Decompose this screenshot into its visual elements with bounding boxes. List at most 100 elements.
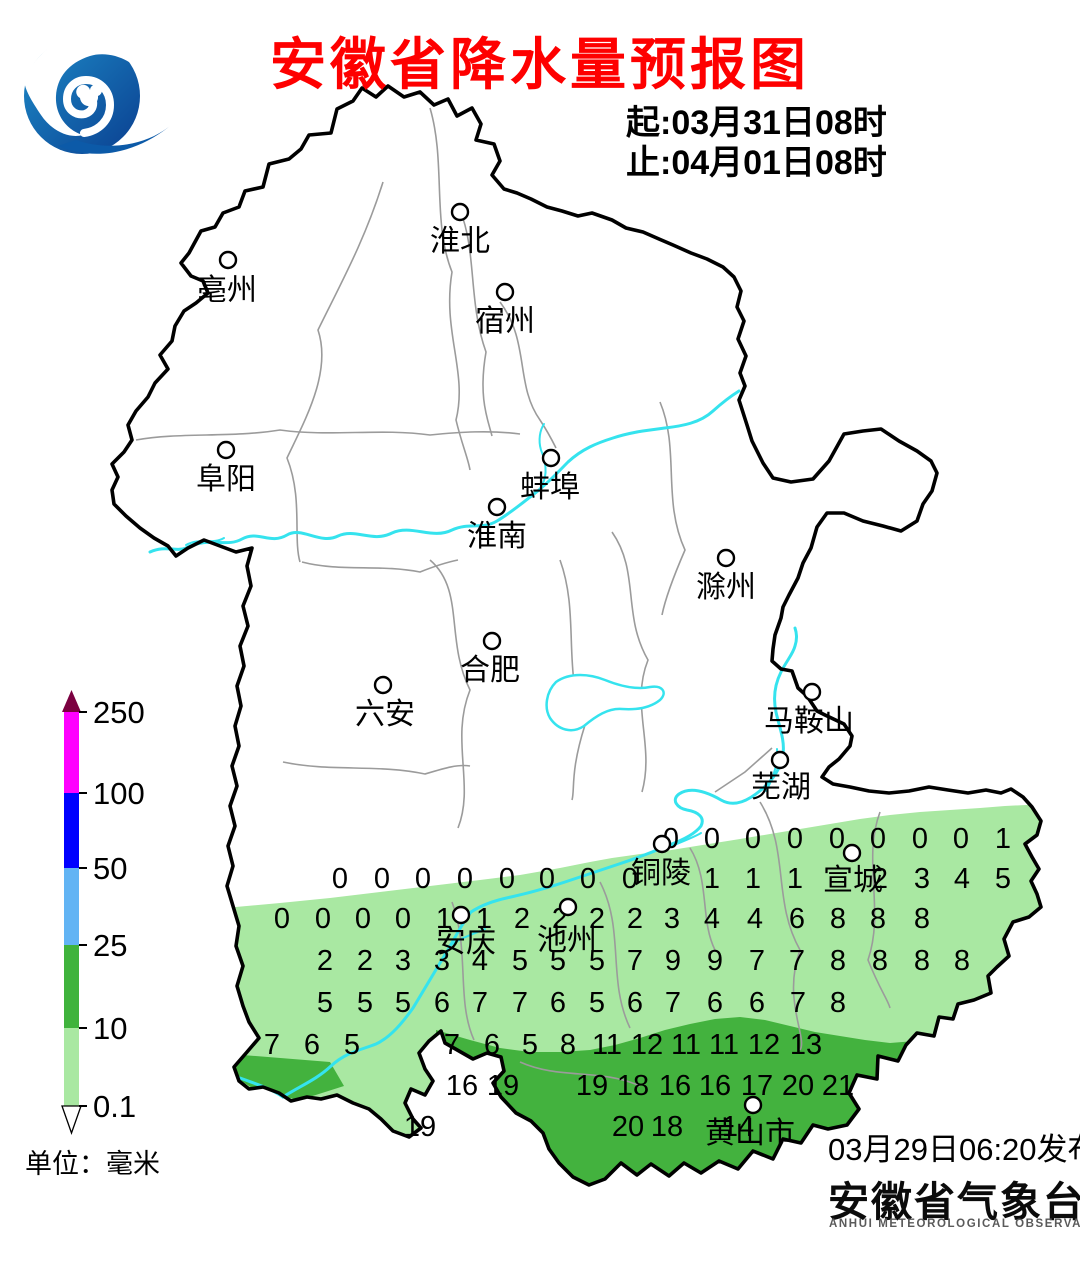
precip-value: 3 xyxy=(664,903,680,935)
precip-value: 0 xyxy=(787,823,803,855)
precip-value: 9 xyxy=(707,945,723,977)
precip-value: 6 xyxy=(749,987,765,1019)
precip-value: 0 xyxy=(953,823,969,855)
precip-value: 0 xyxy=(274,903,290,935)
city-label: 滁州 xyxy=(696,571,756,604)
precip-value: 0 xyxy=(539,863,555,895)
precip-value: 16 xyxy=(699,1070,731,1102)
precip-value: 7 xyxy=(627,945,643,977)
legend-scale: 250 100 50 25 10 0.1 xyxy=(61,690,145,1135)
precip-value: 8 xyxy=(914,903,930,935)
city-marker xyxy=(450,202,470,222)
dark-green-band xyxy=(430,1017,940,1185)
city-marker xyxy=(716,548,736,568)
precip-value: 13 xyxy=(790,1029,822,1061)
precip-value: 8 xyxy=(870,903,886,935)
precip-value: 2 xyxy=(357,945,373,977)
precip-value: 8 xyxy=(954,945,970,977)
precip-value: 11 xyxy=(592,1029,622,1061)
legend-top-arrow xyxy=(62,690,81,712)
city-label: 阜阳 xyxy=(196,463,256,496)
precip-value: 8 xyxy=(830,987,846,1019)
legend-segment xyxy=(64,793,79,868)
precip-value: 8 xyxy=(830,945,846,977)
precip-value: 18 xyxy=(617,1070,649,1102)
precip-value: 1 xyxy=(436,903,452,935)
precip-value: 8 xyxy=(914,945,930,977)
precip-value: 5 xyxy=(317,987,333,1019)
precip-value: 0 xyxy=(580,863,596,895)
precip-value: 5 xyxy=(512,945,528,977)
precip-value: 5 xyxy=(995,863,1011,895)
city-label: 芜湖 xyxy=(751,771,811,804)
legend-value: 250 xyxy=(93,695,145,730)
legend-value: 50 xyxy=(93,851,127,886)
city-marker xyxy=(652,834,672,854)
precip-value: 18 xyxy=(651,1111,683,1143)
logo-wave xyxy=(58,126,170,154)
precip-value: 0 xyxy=(745,823,761,855)
huai-river xyxy=(148,389,741,554)
city-label: 亳州 xyxy=(197,274,257,307)
precip-value: 8 xyxy=(872,945,888,977)
legend-segment xyxy=(64,945,79,1028)
city-marker xyxy=(373,675,393,695)
precip-value: 6 xyxy=(627,987,643,1019)
precip-value: 5 xyxy=(395,987,411,1019)
precip-value: 2 xyxy=(514,903,530,935)
precip-value: 2 xyxy=(627,903,643,935)
precip-value: 3 xyxy=(395,945,411,977)
precip-value: 20 xyxy=(782,1070,814,1102)
city-label: 池州 xyxy=(537,924,597,957)
precip-value: 2 xyxy=(872,863,888,895)
precip-value: 19 xyxy=(487,1070,519,1102)
precip-value: 7 xyxy=(749,945,765,977)
legend-segment xyxy=(64,1028,79,1106)
precip-value: 0 xyxy=(457,863,473,895)
page-title: 安徽省降水量预报图 xyxy=(270,33,810,96)
precip-value: 6 xyxy=(484,1029,500,1061)
precip-value: 6 xyxy=(304,1029,320,1061)
precip-value: 12 xyxy=(748,1029,780,1061)
precip-value: 16 xyxy=(659,1070,691,1102)
observatory-name: 安徽省气象台 xyxy=(828,1179,1080,1225)
legend-value: 0.1 xyxy=(93,1089,136,1124)
precip-value: 7 xyxy=(444,1029,460,1061)
precip-value: 6 xyxy=(789,903,805,935)
city-label: 淮南 xyxy=(467,520,527,553)
precip-value: 1 xyxy=(476,903,492,935)
precip-value: 16 xyxy=(446,1070,478,1102)
forecast-period: 起:03月31日08时 止:04月01日08时 xyxy=(626,103,887,183)
precip-value: 19 xyxy=(576,1070,608,1102)
precip-value: 0 xyxy=(870,823,886,855)
precip-value: 5 xyxy=(550,945,566,977)
city-label: 合肥 xyxy=(460,654,520,687)
meteorological-logo xyxy=(24,33,170,154)
period-start: 起:03月31日08时 xyxy=(626,104,887,142)
precip-value: 3 xyxy=(914,863,930,895)
city-label: 宿州 xyxy=(475,305,535,338)
yangtze-river xyxy=(281,626,798,1099)
precip-value: 2 xyxy=(317,945,333,977)
legend-segment xyxy=(64,868,79,945)
precip-value: 1 xyxy=(787,863,803,895)
city-marker xyxy=(541,448,561,468)
precip-value: 7 xyxy=(665,987,681,1019)
city-label: 六安 xyxy=(355,698,415,731)
precip-value: 0 xyxy=(355,903,371,935)
precip-value: 7 xyxy=(264,1029,280,1061)
city-label: 安庆 xyxy=(436,926,496,959)
precip-value: 0 xyxy=(622,863,638,895)
precip-value: 6 xyxy=(434,987,450,1019)
precip-value: 6 xyxy=(707,987,723,1019)
precip-value: 1 xyxy=(704,863,720,895)
precip-value: 0 xyxy=(912,823,928,855)
precip-value: 14 xyxy=(722,1111,754,1143)
precip-value: 0 xyxy=(499,863,515,895)
city-label: 黄山市 xyxy=(705,1117,795,1150)
legend-value: 10 xyxy=(93,1011,127,1046)
city-marker xyxy=(451,905,471,925)
precip-value: 12 xyxy=(631,1029,663,1061)
